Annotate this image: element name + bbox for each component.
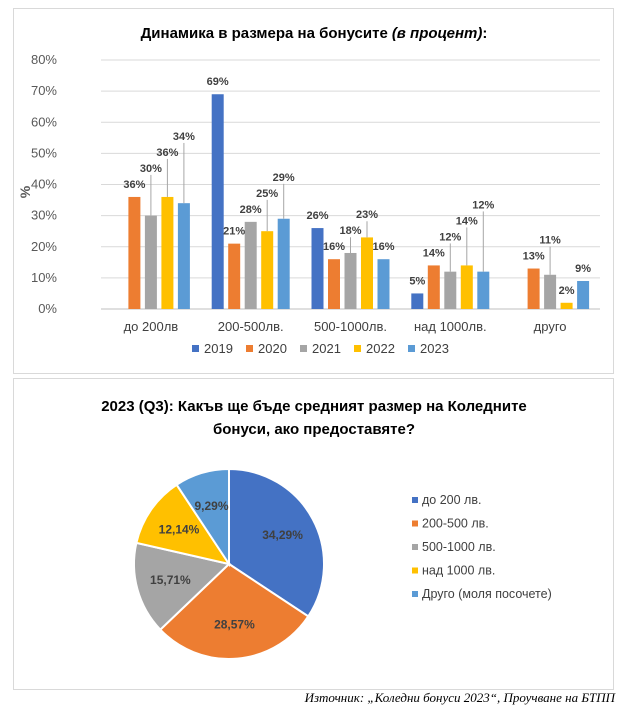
bar-2019 <box>411 293 424 309</box>
pie-chart-title-line2: бонуси, ако предоставяте? <box>213 421 415 438</box>
bar-2019 <box>211 94 224 309</box>
pie-slice <box>135 483 232 566</box>
data-label: 14% <box>456 215 478 227</box>
bar-2023 <box>577 280 590 309</box>
legend-label-2020: 2020 <box>258 341 287 356</box>
source-caption: Източник: „Коледни бонуси 2023“, Проучва… <box>304 690 615 705</box>
pie-legend-label: до 200 лв. <box>422 493 481 507</box>
data-label: 29% <box>273 172 295 184</box>
y-axis-label: % <box>17 185 33 198</box>
x-tick-label: 500-1000лв. <box>314 319 387 334</box>
data-label: 12% <box>472 199 494 211</box>
bar-2021 <box>244 221 257 309</box>
bar-2022 <box>261 231 274 309</box>
data-label: 9% <box>575 263 591 275</box>
data-label: 11% <box>539 235 561 247</box>
legend-swatch-2021 <box>300 345 307 352</box>
legend-label-2019: 2019 <box>204 341 233 356</box>
pie-slice-label: 12,14% <box>159 522 200 536</box>
pie-chart-title-line1: 2023 (Q3): Какъв ще бъде средният размер… <box>101 398 527 415</box>
bar-2020 <box>328 259 340 309</box>
pie-legend-swatch <box>412 497 418 503</box>
pie-legend-swatch <box>412 591 418 597</box>
legend-swatch-2019 <box>192 345 199 352</box>
y-tick-label: 30% <box>31 208 57 223</box>
data-label: 2% <box>559 285 575 297</box>
bar-2021 <box>144 215 157 309</box>
pie-slice-label: 15,71% <box>150 573 191 587</box>
bar-2020 <box>228 243 241 309</box>
bar-chart-panel: Динамика в размера на бонусите (в процент… <box>13 8 614 374</box>
bar-2020 <box>128 196 141 309</box>
pie-chart: 2023 (Q3): Какъв ще бъде средният размер… <box>101 398 552 660</box>
y-tick-label: 20% <box>31 239 57 254</box>
data-label: 26% <box>306 210 328 222</box>
y-tick-label: 80% <box>31 52 57 67</box>
data-label: 21% <box>223 226 245 238</box>
bar-2023 <box>377 259 390 309</box>
bar-2021 <box>544 274 557 309</box>
pie-legend-label: Друго (моля посочете) <box>422 587 552 601</box>
data-label: 34% <box>173 131 195 143</box>
bar-2023 <box>477 271 490 309</box>
data-label: 16% <box>323 241 345 253</box>
data-label: 69% <box>207 76 229 88</box>
pie-legend-label: 500-1000 лв. <box>422 540 496 554</box>
x-tick-label: друго <box>534 319 567 334</box>
legend-label-2023: 2023 <box>420 341 449 356</box>
bar-2019 <box>311 228 324 309</box>
data-label: 36% <box>123 179 145 191</box>
pie-chart-panel: 2023 (Q3): Какъв ще бъде средният размер… <box>13 378 614 690</box>
data-label: 12% <box>439 231 461 243</box>
data-label: 16% <box>372 241 394 253</box>
bar-2022 <box>361 237 373 309</box>
pie-legend-swatch <box>412 520 418 527</box>
pie-slice-label: 34,29% <box>262 528 303 542</box>
pie-slice-label: 9,29% <box>194 499 228 513</box>
data-label: 30% <box>140 163 162 175</box>
bar-chart-title: Динамика в размера на бонусите (в процент… <box>141 25 488 42</box>
pie-slice <box>158 562 310 660</box>
data-label: 13% <box>523 251 545 263</box>
data-label: 36% <box>156 147 178 159</box>
data-label: 14% <box>423 247 445 259</box>
x-tick-label: над 1000лв. <box>414 319 487 334</box>
bar-2020 <box>427 265 440 309</box>
data-label: 18% <box>339 225 361 237</box>
pie-slice <box>175 467 230 568</box>
bar-2021 <box>344 252 357 309</box>
pie-legend-swatch <box>412 567 418 574</box>
x-tick-label: до 200лв <box>124 319 179 334</box>
x-tick-label: 200-500лв. <box>218 319 284 334</box>
y-tick-label: 40% <box>31 177 57 192</box>
pie-slice <box>133 541 232 632</box>
bar-2022 <box>560 302 573 309</box>
legend-swatch-2020 <box>246 345 253 352</box>
bar-2023 <box>177 203 190 309</box>
legend-label-2021: 2021 <box>312 341 341 356</box>
y-tick-label: 10% <box>31 270 57 285</box>
bar-2022 <box>460 265 473 309</box>
data-label: 28% <box>240 204 262 216</box>
legend-swatch-2023 <box>408 345 415 352</box>
bar-2020 <box>527 268 540 309</box>
data-label: 23% <box>356 209 378 221</box>
y-tick-label: 0% <box>38 301 57 316</box>
pie-legend-swatch <box>412 544 418 550</box>
y-tick-label: 60% <box>31 114 57 129</box>
legend-swatch-2022 <box>354 345 361 352</box>
bar-2022 <box>161 196 174 309</box>
pie-slice-label: 28,57% <box>214 618 255 632</box>
bar-chart: Динамика в размера на бонусите (в процент… <box>17 25 600 356</box>
y-tick-label: 50% <box>31 145 57 160</box>
legend-label-2022: 2022 <box>366 341 395 356</box>
bar-2023 <box>277 218 290 309</box>
pie-legend-label: 200-500 лв. <box>422 517 489 531</box>
pie-legend-label: над 1000 лв. <box>422 564 495 578</box>
bar-2021 <box>444 271 457 309</box>
data-label: 5% <box>409 275 425 287</box>
data-label: 25% <box>256 188 278 200</box>
y-tick-label: 70% <box>31 83 57 98</box>
